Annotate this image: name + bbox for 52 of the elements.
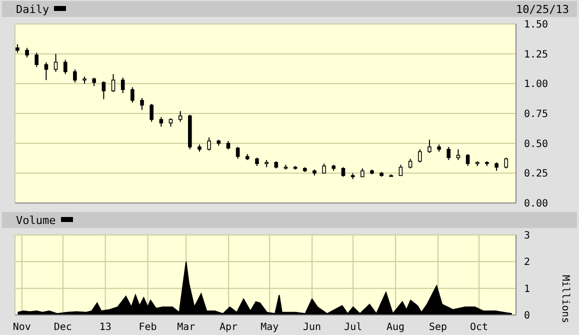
x-tick-label: Aug <box>386 322 405 334</box>
y-tick-label: 0.50 <box>524 138 548 150</box>
y-tick-label: 3 <box>524 230 530 242</box>
y-tick-label: 2 <box>524 257 530 268</box>
y-tick-label: 1.25 <box>524 49 548 60</box>
candlestick <box>73 68 77 83</box>
candlestick <box>111 74 116 93</box>
candlestick <box>25 47 29 58</box>
y-axis-title: Millions <box>559 275 570 324</box>
candlestick <box>130 86 134 104</box>
x-tick-label: 13 <box>99 322 112 334</box>
x-tick-label: Sep <box>428 322 448 334</box>
candlestick <box>140 97 144 110</box>
x-tick-label: Oct <box>470 322 488 334</box>
legend-label: Daily <box>16 2 50 16</box>
candlestick <box>428 139 432 154</box>
y-tick-label: 0 <box>524 310 530 322</box>
candlestick <box>408 158 412 169</box>
y-tick-label: 1.00 <box>524 79 548 90</box>
legend-label: Volume <box>16 214 56 226</box>
x-tick-label: May <box>260 322 279 334</box>
candlestick <box>150 103 154 122</box>
candlestick <box>63 59 68 75</box>
x-tick-label: Jun <box>303 322 322 334</box>
candlestick <box>102 80 106 100</box>
candlestick <box>446 146 451 161</box>
candlestick <box>236 146 240 160</box>
candlestick <box>178 110 182 122</box>
candlestick <box>34 52 39 68</box>
candlestick <box>159 116 164 128</box>
candlestick <box>504 157 508 169</box>
candlestick <box>466 154 470 167</box>
y-tick-label: 1.50 <box>524 20 548 31</box>
x-tick-label: Feb <box>138 322 157 334</box>
candlestick <box>418 148 422 163</box>
text: 10/25/13 <box>516 2 569 16</box>
y-tick-label: 0.00 <box>524 198 548 210</box>
x-tick-label: Jul <box>344 322 362 334</box>
candlestick <box>322 163 326 174</box>
y-tick-label: 0.75 <box>524 109 548 120</box>
y-tick-label: 1 <box>524 284 530 295</box>
y-tick-label: 0.25 <box>524 168 548 180</box>
candlestick <box>341 166 346 178</box>
x-tick-label: Mar <box>177 322 196 334</box>
x-tick-label: Dec <box>54 322 72 334</box>
candlestick <box>456 148 460 161</box>
x-tick-label: Nov <box>12 322 31 334</box>
x-tick-label: Apr <box>220 322 238 334</box>
candlestick <box>120 77 125 94</box>
candlestick <box>207 136 211 151</box>
candlestick <box>398 164 403 176</box>
candlestick <box>44 62 48 81</box>
